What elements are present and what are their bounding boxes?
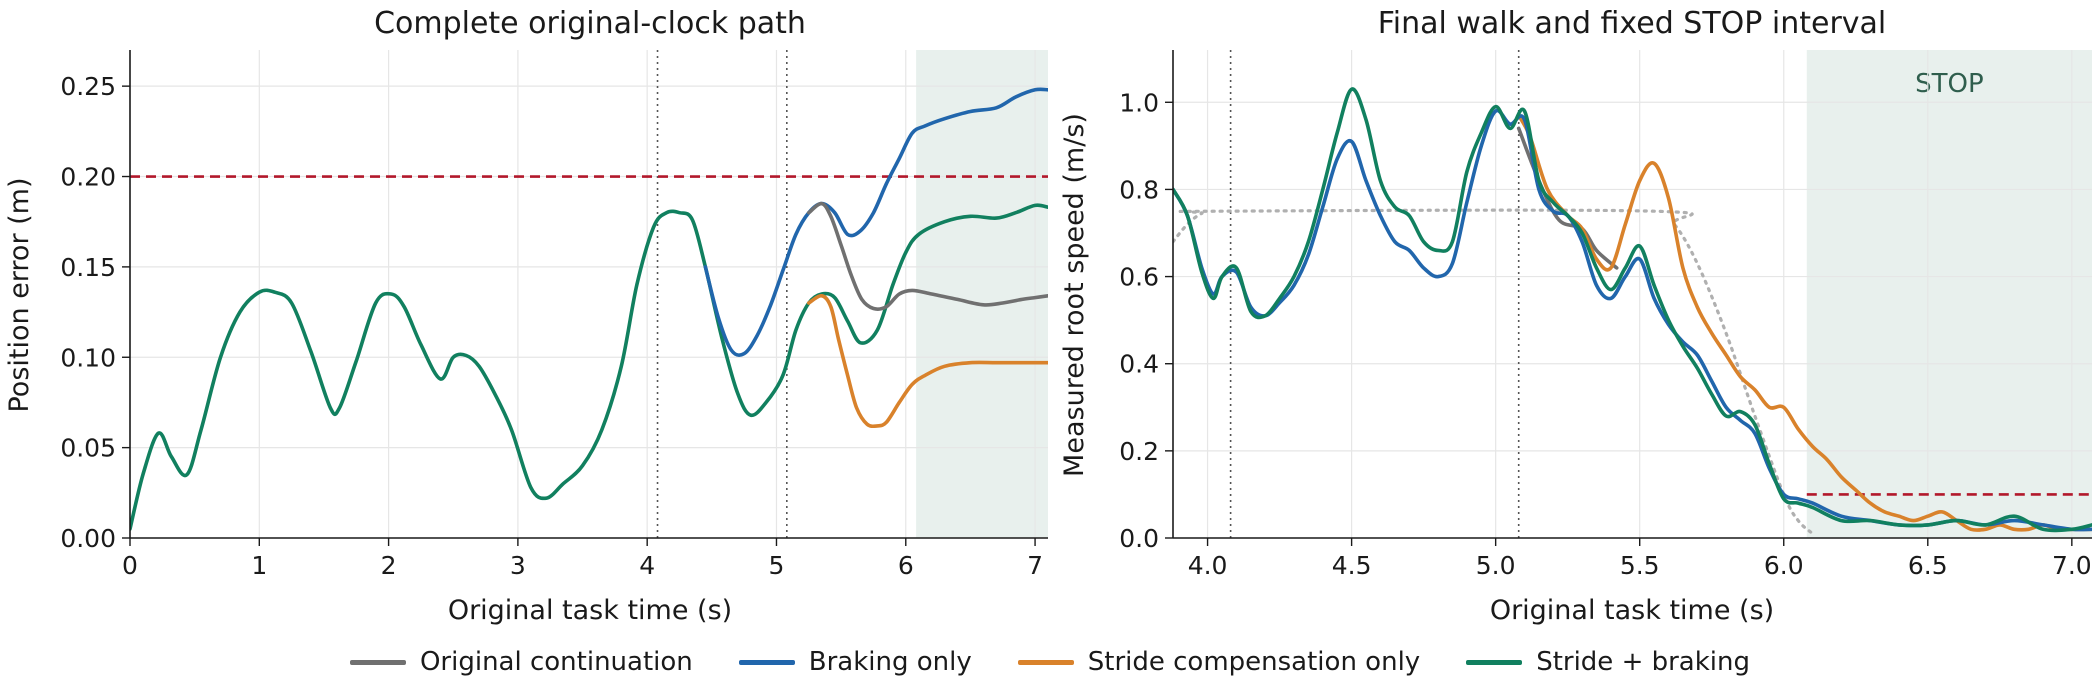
- legend-label: Braking only: [808, 647, 972, 677]
- left-panel-y-axis-label: Position error (m): [4, 177, 35, 412]
- x-tick-label: 3: [510, 551, 526, 580]
- x-tick-label: 4.0: [1188, 551, 1228, 580]
- series-line-stride-braking: [130, 203, 1048, 531]
- x-tick-label: 4.5: [1332, 551, 1372, 580]
- right-panel: Final walk and fixed STOP interval Origi…: [1059, 6, 2092, 626]
- legend-label: Stride + braking: [1536, 647, 1751, 677]
- legend-swatch: [349, 659, 406, 665]
- y-tick-label: 0.2: [1119, 437, 1159, 466]
- legend-swatch: [1017, 659, 1074, 665]
- right-panel-title: Final walk and fixed STOP interval: [1378, 6, 1887, 41]
- x-tick-label: 4: [639, 551, 655, 580]
- reference-speed-line: [1173, 208, 1815, 536]
- y-tick-label: 0.00: [60, 524, 116, 553]
- left-panel: Complete original-clock path Original ta…: [4, 6, 1048, 626]
- x-tick-label: 1: [251, 551, 267, 580]
- series-line-braking-only: [703, 87, 1048, 357]
- y-tick-label: 1.0: [1119, 88, 1159, 117]
- x-tick-label: 2: [381, 551, 397, 580]
- series-line-stride-compensation-only: [1516, 113, 2092, 532]
- x-tick-label: 6.0: [1764, 551, 1804, 580]
- stop-region: [1806, 50, 2092, 538]
- y-tick-label: 0.8: [1119, 175, 1159, 204]
- legend-swatch: [738, 659, 795, 665]
- series-line-stride-compensation-only: [807, 294, 1048, 429]
- x-tick-label: 5: [769, 551, 785, 580]
- y-tick-label: 0.4: [1119, 350, 1159, 379]
- x-tick-label: 5.0: [1476, 551, 1516, 580]
- x-tick-label: 7.0: [2052, 551, 2092, 580]
- series-line-braking-only: [1173, 108, 2092, 532]
- left-panel-title: Complete original-clock path: [374, 6, 806, 41]
- legend-item-original-continuation: Original continuation: [349, 647, 693, 677]
- x-tick-label: 0: [122, 551, 138, 580]
- y-tick-label: 0.0: [1119, 524, 1159, 553]
- legend-item-braking-only: Braking only: [738, 647, 972, 677]
- right-panel-y-axis-label: Measured root speed (m/s): [1059, 113, 1090, 477]
- y-tick-label: 0.05: [60, 434, 116, 463]
- x-tick-label: 5.5: [1620, 551, 1660, 580]
- x-tick-label: 7: [1027, 551, 1043, 580]
- legend: Original continuation Braking only Strid…: [0, 640, 2100, 684]
- x-tick-label: 6.5: [1908, 551, 1948, 580]
- legend-label: Original continuation: [419, 647, 693, 677]
- series-line-stride-braking: [1173, 87, 2092, 533]
- legend-label: Stride compensation only: [1087, 647, 1421, 677]
- y-tick-label: 0.15: [60, 253, 116, 282]
- stop-region-label: STOP: [1915, 69, 1984, 99]
- y-tick-label: 0.20: [60, 163, 116, 192]
- y-tick-label: 0.25: [60, 72, 116, 101]
- legend-item-stride-compensation-only: Stride compensation only: [1017, 647, 1421, 677]
- x-tick-label: 6: [898, 551, 914, 580]
- legend-item-stride-plus-braking: Stride + braking: [1466, 647, 1750, 677]
- legend-swatch: [1466, 659, 1523, 665]
- right-panel-x-axis-label: Original task time (s): [1490, 595, 1774, 626]
- left-panel-x-axis-label: Original task time (s): [448, 595, 732, 626]
- y-tick-label: 0.10: [60, 343, 116, 372]
- series-line-original-continuation: [807, 201, 1048, 311]
- y-tick-label: 0.6: [1119, 263, 1159, 292]
